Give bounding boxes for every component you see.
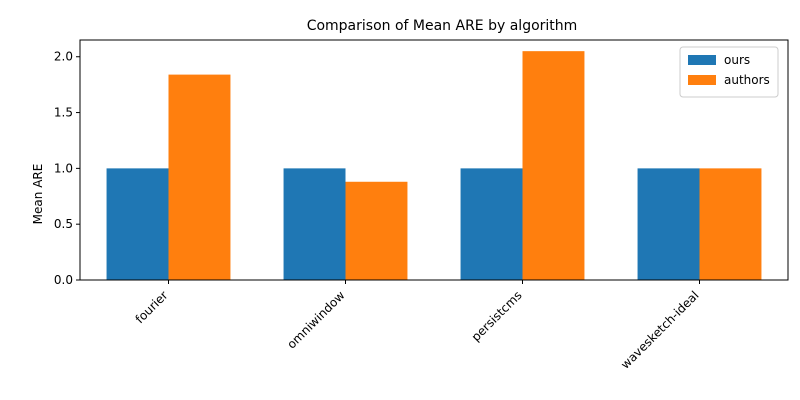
- y-tick-label: 0.0: [54, 273, 73, 287]
- x-tick-label: omniwindow: [284, 288, 347, 351]
- bar-authors-wavesketch-ideal: [699, 168, 762, 280]
- bars-group: [106, 51, 762, 281]
- legend: ours authors: [679, 46, 779, 98]
- legend-label-ours: ours: [724, 53, 750, 67]
- x-tick-label: persistcms: [469, 288, 525, 344]
- bar-ours-omniwindow: [283, 168, 346, 280]
- chart-title: Comparison of Mean ARE by algorithm: [307, 18, 578, 34]
- bar-ours-persistcms: [460, 168, 523, 280]
- bar-authors-omniwindow: [345, 181, 408, 280]
- y-tick-label: 1.0: [54, 161, 73, 175]
- bar-authors-fourier: [168, 74, 231, 281]
- legend-swatch-authors: [688, 75, 716, 85]
- x-axis: fourier omniwindow persistcms wavesketch-id…: [133, 280, 702, 372]
- bar-authors-persistcms: [522, 51, 585, 280]
- y-tick-label: 0.5: [54, 217, 73, 231]
- plot-frame: [79, 39, 789, 281]
- y-tick-label: 1.5: [54, 106, 73, 120]
- legend-swatch-ours: [688, 55, 716, 65]
- bar-ours-fourier: [106, 168, 169, 280]
- x-tick-label: wavesketch-ideal: [618, 288, 701, 371]
- y-axis-label: Mean ARE: [31, 164, 45, 225]
- y-axis: 0.0 0.5 1.0 1.5 2.0: [54, 50, 80, 287]
- y-tick-label: 2.0: [54, 50, 73, 64]
- bar-ours-wavesketch-ideal: [637, 168, 700, 280]
- x-tick-label: fourier: [133, 288, 171, 326]
- legend-label-authors: authors: [724, 73, 770, 87]
